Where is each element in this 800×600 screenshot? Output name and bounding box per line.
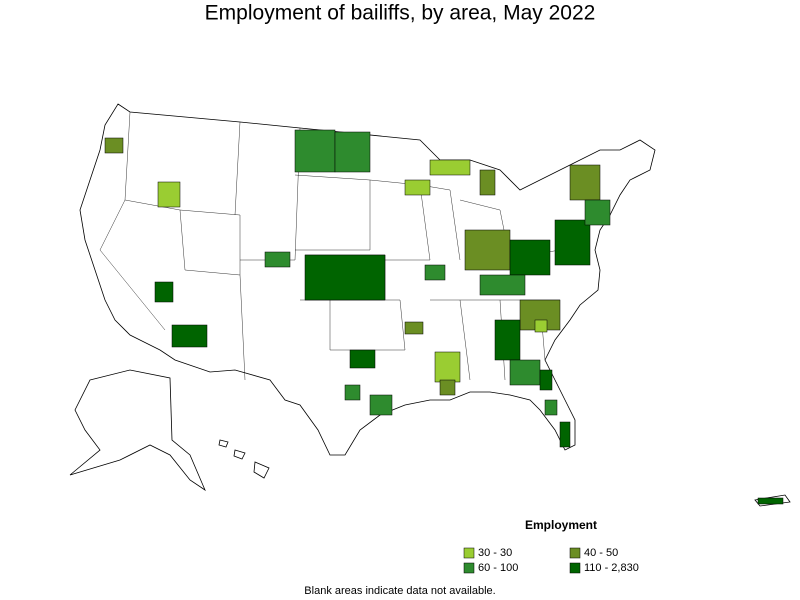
area xyxy=(439,379,456,396)
area xyxy=(757,497,784,505)
area xyxy=(294,129,336,173)
area xyxy=(334,131,371,173)
area xyxy=(584,199,611,226)
area xyxy=(264,251,291,268)
area xyxy=(509,359,541,386)
alaska xyxy=(69,369,206,492)
area xyxy=(344,384,361,401)
legend-swatch xyxy=(569,562,581,574)
area xyxy=(559,421,571,448)
area xyxy=(157,181,181,208)
legend-label: 110 - 2,830 xyxy=(584,562,639,574)
area xyxy=(429,159,471,176)
area xyxy=(494,319,521,361)
area xyxy=(509,239,551,276)
legend-label: 40 - 50 xyxy=(584,547,618,559)
area xyxy=(434,351,461,383)
legend-swatch xyxy=(463,547,475,559)
map-title: Employment of bailiffs, by area, May 202… xyxy=(205,2,596,25)
area xyxy=(404,179,431,196)
area xyxy=(534,319,548,333)
hawaii xyxy=(218,439,270,479)
area xyxy=(569,164,601,201)
legend-title: Employment xyxy=(525,518,597,532)
area xyxy=(554,219,591,266)
area xyxy=(304,254,386,301)
area xyxy=(154,281,174,303)
map-areas xyxy=(104,129,784,505)
area xyxy=(424,264,446,281)
legend: Employment 30 - 30 40 - 50 60 - 100 110 - 2… xyxy=(463,518,639,574)
area xyxy=(404,321,424,335)
area xyxy=(349,349,376,369)
legend-swatch xyxy=(569,547,581,559)
area xyxy=(539,369,553,391)
area xyxy=(171,324,208,348)
legend-label: 30 - 30 xyxy=(478,547,512,559)
footnote: Blank areas indicate data not available. xyxy=(304,585,495,597)
area xyxy=(544,399,558,416)
area xyxy=(104,137,124,154)
area xyxy=(479,274,526,296)
legend-swatch xyxy=(463,562,475,574)
area xyxy=(369,394,393,416)
legend-label: 60 - 100 xyxy=(478,562,518,574)
area xyxy=(464,229,511,271)
area xyxy=(479,169,496,196)
